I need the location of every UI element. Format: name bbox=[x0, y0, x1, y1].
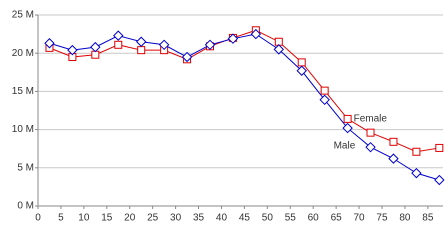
x-tick-label: 25 bbox=[147, 213, 159, 224]
x-tick-label: 0 bbox=[35, 213, 41, 224]
x-tick-label: 45 bbox=[239, 213, 251, 224]
marker bbox=[411, 167, 422, 179]
x-tick-label: 70 bbox=[354, 213, 366, 224]
x-tick-label: 75 bbox=[376, 213, 388, 224]
marker bbox=[273, 44, 285, 55]
marker bbox=[320, 86, 329, 95]
marker bbox=[297, 58, 306, 67]
x-tick-label: 65 bbox=[331, 213, 343, 224]
marker bbox=[135, 36, 147, 47]
y-tick-label: 10 M bbox=[12, 124, 34, 135]
y-tick-label: 5 M bbox=[17, 162, 34, 173]
series-line bbox=[49, 33, 440, 181]
x-tick-label: 80 bbox=[399, 213, 411, 224]
marker bbox=[342, 122, 353, 134]
x-tick-label: 55 bbox=[285, 213, 297, 224]
marker bbox=[435, 143, 444, 152]
marker bbox=[204, 39, 216, 51]
x-tick-label: 35 bbox=[193, 213, 205, 224]
x-tick-label: 60 bbox=[308, 213, 320, 224]
marker bbox=[388, 153, 399, 164]
x-tick-label: 20 bbox=[124, 213, 136, 224]
x-tick-label: 40 bbox=[216, 213, 228, 224]
marker bbox=[319, 94, 330, 106]
y-tick-label: 25 M bbox=[12, 10, 34, 21]
marker bbox=[158, 39, 170, 51]
y-tick-label: 15 M bbox=[12, 86, 34, 97]
marker bbox=[250, 28, 262, 40]
marker bbox=[67, 44, 78, 56]
marker bbox=[389, 137, 398, 146]
x-tick-label: 30 bbox=[170, 213, 182, 224]
marker bbox=[296, 65, 307, 76]
marker bbox=[227, 33, 239, 44]
series-label: Male bbox=[334, 141, 356, 152]
x-tick-label: 85 bbox=[422, 213, 434, 224]
y-tick-label: 0 M bbox=[17, 201, 34, 212]
marker bbox=[114, 40, 123, 49]
marker bbox=[365, 141, 376, 153]
marker bbox=[434, 174, 445, 186]
series-label: Female bbox=[354, 114, 388, 125]
marker bbox=[137, 46, 146, 55]
marker bbox=[44, 38, 55, 49]
marker bbox=[181, 51, 193, 63]
x-tick-label: 10 bbox=[78, 213, 90, 224]
marker bbox=[412, 147, 421, 156]
marker bbox=[90, 41, 101, 53]
x-tick-label: 5 bbox=[58, 213, 64, 224]
marker bbox=[366, 128, 375, 137]
x-tick-label: 50 bbox=[262, 213, 274, 224]
x-tick-label: 15 bbox=[101, 213, 113, 224]
marker bbox=[113, 30, 124, 41]
y-tick-label: 20 M bbox=[12, 48, 34, 59]
marker bbox=[343, 114, 352, 123]
